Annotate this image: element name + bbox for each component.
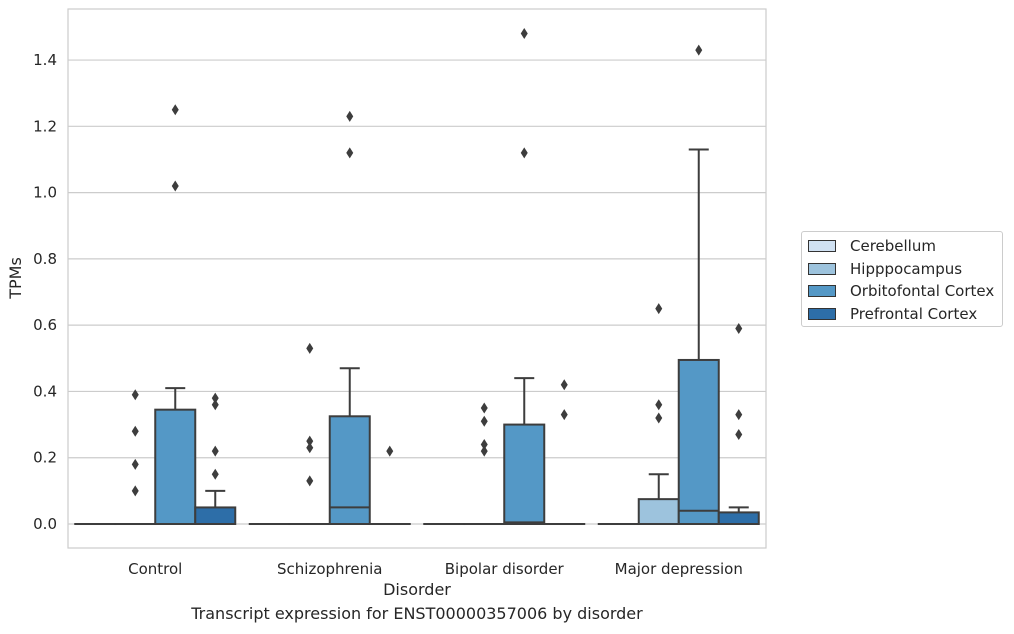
outlier-point bbox=[306, 342, 314, 354]
legend-item: Prefrontal Cortex bbox=[808, 303, 996, 326]
legend-item: Cerebellum bbox=[808, 235, 996, 258]
outlier-point bbox=[306, 442, 314, 454]
box-hipppocampus-1 bbox=[288, 342, 331, 526]
outlier-point bbox=[655, 412, 663, 424]
outlier-point bbox=[735, 409, 743, 421]
y-tick-label: 0.8 bbox=[33, 250, 57, 268]
legend-swatch bbox=[808, 240, 836, 253]
box-body bbox=[637, 498, 680, 525]
box-body bbox=[717, 511, 760, 526]
outlier-point bbox=[211, 392, 219, 404]
box-body bbox=[328, 415, 371, 526]
box-orbitofontal-cortex-2 bbox=[503, 28, 546, 525]
y-tick-label: 0.4 bbox=[33, 382, 57, 400]
outlier-point bbox=[171, 104, 179, 116]
outlier-point bbox=[735, 322, 743, 334]
x-tick-labels: Control Schizophrenia Bipolar disorder Majo… bbox=[128, 560, 743, 578]
box-hipppocampus-3 bbox=[637, 303, 680, 525]
legend-swatch bbox=[808, 307, 836, 320]
outlier-point bbox=[520, 28, 528, 40]
outlier-point bbox=[655, 399, 663, 411]
outlier-point bbox=[131, 425, 139, 437]
boxes bbox=[74, 28, 760, 526]
outlier-point bbox=[131, 389, 139, 401]
box-hipppocampus-2 bbox=[463, 402, 506, 526]
x-tick-label: Schizophrenia bbox=[277, 560, 382, 578]
legend-label: Cerebellum bbox=[850, 237, 936, 256]
box-prefrontal-cortex-3 bbox=[717, 322, 760, 526]
y-axis-label: TPMs bbox=[6, 257, 25, 300]
box-plot-chart: 0.0 0.2 0.4 0.6 0.8 1.0 1.2 1.4 Control Schizoph… bbox=[6, 8, 767, 599]
outlier-point bbox=[346, 147, 354, 159]
box-body bbox=[503, 423, 546, 525]
legend-item: Orbitofontal Cortex bbox=[808, 280, 996, 303]
outlier-point bbox=[211, 445, 219, 457]
outlier-point bbox=[655, 303, 663, 315]
box-orbitofontal-cortex-1 bbox=[328, 110, 371, 526]
legend-label: Hipppocampus bbox=[850, 259, 963, 278]
x-tick-label: Major depression bbox=[615, 560, 743, 578]
legend: Cerebellum Hipppocampus Orbitofontal Corte… bbox=[801, 231, 1003, 327]
outlier-point bbox=[211, 468, 219, 480]
outlier-point bbox=[735, 429, 743, 441]
box-body bbox=[194, 506, 237, 525]
x-tick-label: Bipolar disorder bbox=[445, 560, 565, 578]
y-tick-label: 0.2 bbox=[33, 449, 57, 467]
outlier-point bbox=[386, 445, 394, 457]
x-axis-label: Disorder bbox=[383, 580, 451, 599]
outlier-point bbox=[480, 438, 488, 450]
outlier-point bbox=[131, 458, 139, 470]
outlier-point bbox=[695, 44, 703, 56]
outlier-point bbox=[211, 399, 219, 411]
box-hipppocampus-0 bbox=[114, 389, 157, 526]
box-prefrontal-cortex-2 bbox=[543, 379, 586, 526]
box-body bbox=[154, 408, 197, 525]
y-tick-label: 1.2 bbox=[33, 117, 57, 135]
box-prefrontal-cortex-1 bbox=[368, 445, 411, 526]
outlier-point bbox=[480, 415, 488, 427]
chart-caption: Transcript expression for ENST0000035700… bbox=[191, 604, 643, 623]
outlier-point bbox=[171, 180, 179, 192]
outlier-point bbox=[560, 379, 568, 391]
legend-label: Orbitofontal Cortex bbox=[850, 282, 995, 301]
y-tick-label: 0.6 bbox=[33, 316, 57, 334]
outlier-point bbox=[346, 110, 354, 122]
outlier-point bbox=[306, 475, 314, 487]
legend-swatch bbox=[808, 262, 836, 275]
y-tick-label: 0.0 bbox=[33, 515, 57, 533]
outlier-point bbox=[480, 445, 488, 457]
y-tick-labels: 0.0 0.2 0.4 0.6 0.8 1.0 1.2 1.4 bbox=[33, 51, 57, 533]
y-tick-label: 1.0 bbox=[33, 184, 57, 202]
legend-swatch bbox=[808, 285, 836, 298]
y-tick-label: 1.4 bbox=[33, 51, 57, 69]
x-tick-label: Control bbox=[128, 560, 182, 578]
outlier-point bbox=[520, 147, 528, 159]
box-orbitofontal-cortex-3 bbox=[677, 44, 720, 525]
box-orbitofontal-cortex-0 bbox=[154, 104, 197, 525]
outlier-point bbox=[560, 409, 568, 421]
outlier-point bbox=[306, 435, 314, 447]
outlier-point bbox=[480, 402, 488, 414]
box-body bbox=[677, 358, 720, 525]
legend-label: Prefrontal Cortex bbox=[850, 304, 978, 323]
legend-item: Hipppocampus bbox=[808, 258, 996, 281]
box-prefrontal-cortex-0 bbox=[194, 392, 237, 525]
outlier-point bbox=[131, 485, 139, 497]
